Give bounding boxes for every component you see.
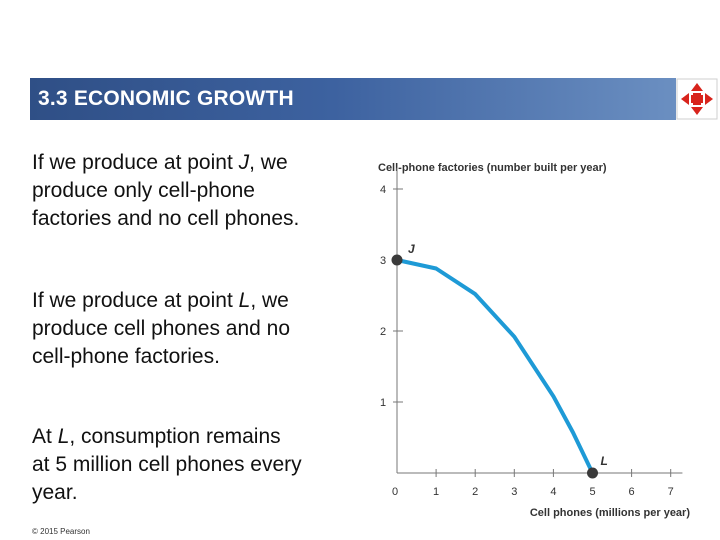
paragraph-2-text-start: If we produce at point bbox=[32, 289, 239, 312]
x-tick-label: 2 bbox=[472, 486, 478, 498]
y-tick-label: 2 bbox=[380, 326, 386, 338]
x-tick-label: 0 bbox=[392, 486, 398, 498]
paragraph-3-text-end: , consumption remains at 5 million cell … bbox=[32, 425, 302, 504]
point-l-ref-2: L bbox=[57, 425, 70, 448]
x-tick-label: 7 bbox=[668, 486, 674, 498]
paragraph-1-text-start: If we produce at point bbox=[32, 151, 239, 174]
ppf-curve bbox=[395, 258, 595, 475]
paragraph-point-l: If we produce at point L, we produce cel… bbox=[32, 287, 302, 371]
slide-title: 3.3 ECONOMIC GROWTH bbox=[38, 87, 294, 110]
y-tick-label: 3 bbox=[380, 255, 386, 267]
y-axis-label: Cell-phone factories (number built per y… bbox=[378, 162, 607, 174]
paragraph-1-text-end: , we produce only cell-phone factories a… bbox=[32, 151, 300, 230]
point-l-label: L bbox=[601, 454, 608, 468]
x-tick-label: 3 bbox=[511, 486, 517, 498]
paragraph-2-text-end: , we produce cell phones and no cell-pho… bbox=[32, 289, 291, 368]
point-j-ref: J bbox=[238, 151, 250, 174]
point-l-ref: L bbox=[238, 289, 251, 312]
title-bar: 3.3 ECONOMIC GROWTH bbox=[30, 78, 706, 120]
x-axis-label: Cell phones (millions per year) bbox=[530, 507, 690, 519]
paragraph-consumption: At L, consumption remains at 5 million c… bbox=[32, 423, 302, 507]
x-tick-label: 4 bbox=[550, 486, 556, 498]
point-l-marker bbox=[587, 467, 598, 479]
x-tick-label: 1 bbox=[433, 486, 439, 498]
y-tick-label: 1 bbox=[380, 397, 386, 409]
x-tick-label: 6 bbox=[629, 486, 635, 498]
point-j-label: J bbox=[408, 242, 415, 256]
paragraph-3-text-start: At bbox=[32, 425, 58, 448]
y-tick-label: 4 bbox=[380, 184, 386, 196]
axes bbox=[396, 167, 683, 474]
series bbox=[395, 258, 595, 475]
copyright-notice: © 2015 Pearson bbox=[32, 527, 90, 536]
x-tick-label: 5 bbox=[589, 486, 595, 498]
point-j-marker bbox=[391, 254, 403, 266]
ticks: 0 1 2 3 4 5 6 7 1 2 3 4 bbox=[380, 184, 674, 498]
points: JL bbox=[391, 242, 608, 479]
paragraph-point-j: If we produce at point J, we produce onl… bbox=[32, 149, 302, 233]
four-way-arrows-icon[interactable] bbox=[676, 78, 718, 120]
